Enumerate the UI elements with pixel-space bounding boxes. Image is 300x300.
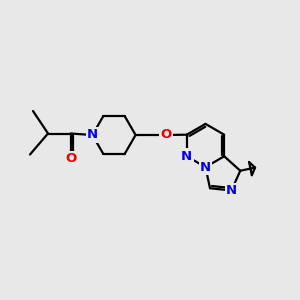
Text: N: N: [226, 184, 237, 197]
Text: O: O: [65, 152, 76, 166]
Text: N: N: [181, 150, 192, 163]
Text: O: O: [160, 128, 172, 142]
Text: N: N: [200, 160, 211, 174]
Text: N: N: [87, 128, 98, 142]
